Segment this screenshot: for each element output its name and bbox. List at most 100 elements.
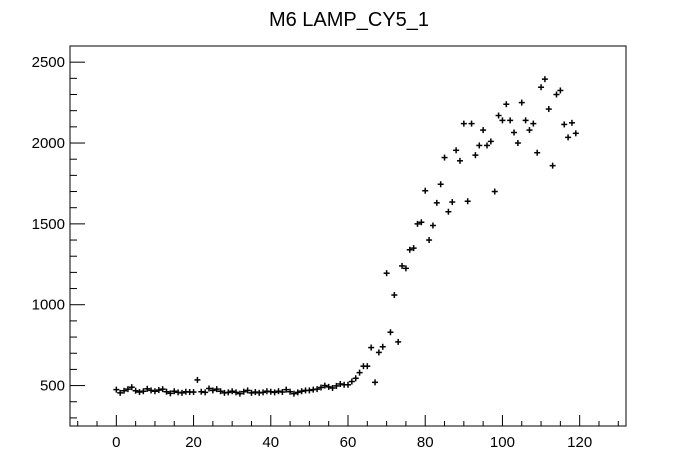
data-point [167, 390, 174, 397]
data-point [468, 120, 475, 127]
data-point [472, 152, 479, 159]
data-point [568, 119, 575, 126]
data-point [345, 381, 351, 388]
data-point [368, 344, 375, 351]
data-point [298, 388, 305, 395]
data-point [209, 387, 216, 394]
data-point [163, 388, 170, 395]
data-point [541, 76, 548, 83]
data-point [148, 387, 155, 394]
data-point [217, 388, 224, 395]
data-point [453, 147, 460, 154]
data-point [503, 101, 510, 108]
data-point [526, 127, 533, 134]
data-point [314, 386, 321, 393]
data-point [449, 199, 456, 206]
data-point [229, 388, 236, 395]
data-point [352, 375, 359, 382]
data-markers [113, 76, 579, 397]
y-tick-label: 2500 [32, 54, 65, 71]
data-point [422, 187, 429, 194]
data-point [414, 220, 421, 227]
data-point [364, 363, 371, 370]
plot-frame [69, 45, 627, 427]
data-point [480, 127, 487, 134]
x-tick-label: 20 [185, 434, 202, 451]
y-tick-label: 500 [40, 378, 65, 395]
y-tick-label: 1000 [32, 297, 65, 314]
data-point [499, 117, 506, 124]
data-point [426, 237, 433, 244]
data-point [565, 134, 572, 141]
data-point [395, 338, 402, 345]
data-point [151, 388, 158, 395]
data-point [236, 390, 243, 397]
data-point [317, 384, 324, 391]
data-point [545, 106, 552, 113]
data-point [171, 388, 178, 395]
data-point [294, 389, 301, 396]
data-point [522, 117, 529, 124]
data-point [549, 162, 556, 169]
data-point [248, 389, 255, 396]
data-point [410, 245, 417, 252]
data-point [333, 382, 340, 389]
data-point [121, 387, 128, 394]
data-point [518, 99, 525, 106]
data-point [553, 91, 560, 98]
data-point [491, 188, 498, 195]
data-point [128, 384, 135, 391]
y-tick-label: 2000 [32, 135, 65, 152]
data-point [418, 219, 425, 226]
data-point [429, 222, 436, 229]
data-point [132, 387, 139, 394]
data-point [252, 389, 259, 396]
chart-title: M6 LAMP_CY5_1 [269, 9, 429, 31]
data-point [391, 292, 398, 299]
data-point [275, 388, 282, 395]
x-tick-label: 40 [262, 434, 279, 451]
data-point [117, 389, 124, 396]
data-point [283, 386, 290, 393]
data-point [321, 382, 328, 389]
data-point [279, 389, 286, 396]
data-point [348, 378, 355, 385]
y-tick-label: 1500 [32, 216, 65, 233]
data-point [406, 246, 413, 253]
data-point [337, 380, 344, 387]
data-point [561, 121, 568, 128]
data-point [433, 199, 440, 206]
data-point [287, 388, 294, 395]
data-point [325, 383, 332, 390]
data-point [445, 208, 452, 215]
data-point [375, 349, 382, 356]
data-point [507, 117, 514, 124]
data-point [441, 154, 448, 161]
data-point [387, 329, 394, 336]
data-point [495, 112, 502, 119]
data-point [260, 389, 267, 396]
data-point [372, 379, 379, 386]
data-point [206, 385, 212, 392]
data-point [379, 343, 386, 350]
data-point [155, 387, 162, 394]
axes: 0 20 40 60 80 100 120 500 1000 1500 2000 2500 [32, 45, 619, 451]
data-point [329, 385, 336, 391]
data-point [213, 386, 220, 393]
data-point [140, 388, 147, 395]
data-point [202, 389, 209, 396]
data-point [244, 387, 251, 394]
data-point [464, 198, 471, 205]
data-point [534, 149, 541, 156]
data-point [460, 120, 467, 127]
data-point [530, 120, 537, 127]
data-point [159, 386, 166, 393]
data-point [557, 87, 564, 94]
data-point [514, 140, 521, 147]
data-point [476, 142, 483, 149]
x-tick-label: 100 [490, 434, 515, 451]
data-point [356, 369, 363, 376]
data-point [484, 142, 490, 149]
data-point [144, 385, 151, 392]
